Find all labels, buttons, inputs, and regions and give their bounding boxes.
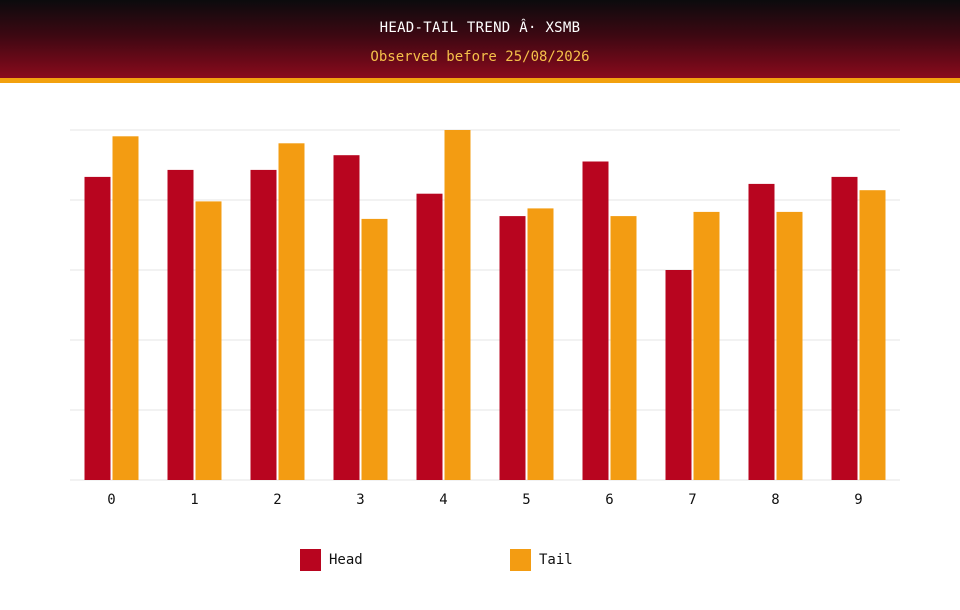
- bar-head-6: [582, 161, 609, 480]
- grid-lines: [70, 129, 900, 481]
- header-accent-stripe: [0, 78, 960, 83]
- x-tick-label: 0: [107, 492, 115, 508]
- bar-tail-6: [610, 216, 637, 480]
- x-tick-label: 8: [771, 492, 779, 508]
- bars: [84, 130, 886, 481]
- bar-head-3: [333, 155, 360, 480]
- bar-tail-9: [859, 190, 886, 480]
- bar-head-4: [416, 193, 443, 480]
- x-tick-label: 2: [273, 492, 281, 508]
- bar-head-8: [748, 183, 775, 480]
- bar-tail-3: [361, 218, 388, 480]
- x-axis-labels: 0 1 2 3 4 5 6 7 8 9: [107, 492, 862, 508]
- x-tick-label: 1: [190, 492, 198, 508]
- bar-head-9: [831, 176, 858, 480]
- chart-title: HEAD-TAIL TREND Â· XSMB: [379, 20, 581, 36]
- bar-tail-2: [278, 143, 305, 481]
- legend-label-tail: Tail: [539, 552, 573, 568]
- bar-head-5: [499, 216, 526, 480]
- bar-head-0: [84, 176, 111, 480]
- x-tick-label: 4: [439, 492, 447, 508]
- x-tick-label: 9: [854, 492, 862, 508]
- bar-tail-8: [776, 211, 803, 480]
- bar-tail-4: [444, 130, 471, 480]
- bar-tail-5: [527, 208, 554, 480]
- legend-swatch-head: [300, 549, 321, 571]
- bar-tail-1: [195, 201, 222, 480]
- bar-head-1: [167, 169, 194, 480]
- x-tick-label: 5: [522, 492, 530, 508]
- bar-head-7: [665, 270, 692, 480]
- chart-subtitle: Observed before 25/08/2026: [370, 49, 590, 65]
- x-tick-label: 3: [356, 492, 364, 508]
- legend-label-head: Head: [329, 552, 363, 568]
- bar-tail-0: [112, 136, 139, 481]
- legend-swatch-tail: [510, 549, 531, 571]
- chart-header: [0, 0, 960, 78]
- legend: Head Tail: [0, 549, 960, 573]
- x-tick-label: 7: [688, 492, 696, 508]
- bar-tail-7: [693, 211, 720, 480]
- bar-head-2: [250, 169, 277, 480]
- x-tick-label: 6: [605, 492, 613, 508]
